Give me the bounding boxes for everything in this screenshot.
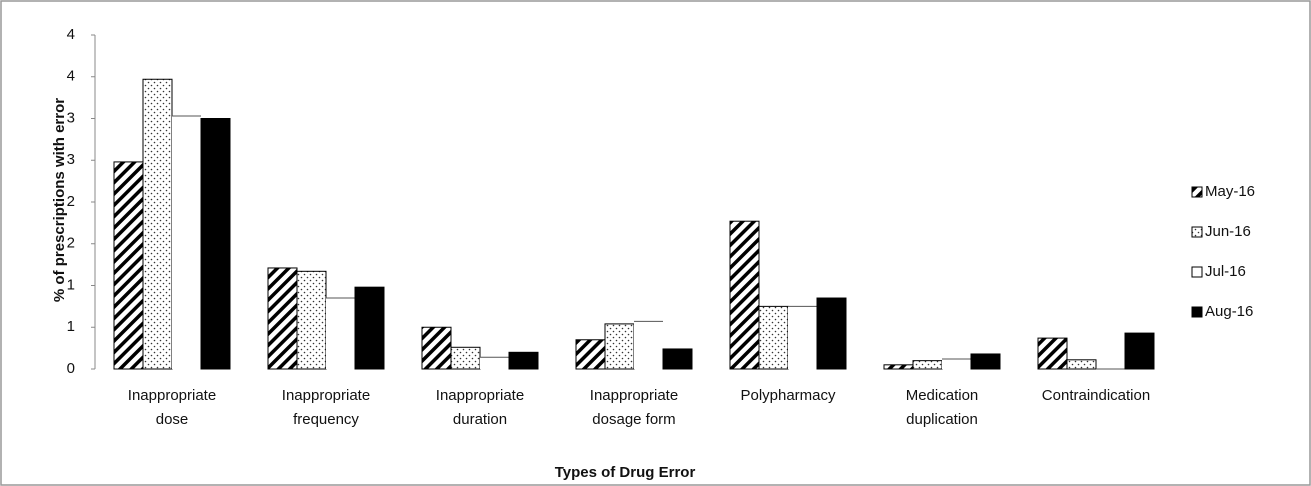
bar: [172, 115, 201, 370]
bar: [113, 161, 144, 370]
bar: [421, 326, 452, 370]
x-tick-label: dose: [156, 411, 189, 428]
y-tick-label: 4: [67, 26, 75, 43]
bar: [883, 364, 914, 370]
bar: [575, 339, 606, 370]
x-tick-label: duration: [453, 411, 507, 428]
x-tick-label: Contraindication: [1042, 387, 1150, 404]
x-tick-label: duplication: [906, 411, 978, 428]
x-tick-label: Medication: [906, 387, 979, 404]
bar: [604, 323, 635, 370]
legend-label: Jun-16: [1205, 223, 1251, 240]
x-tick-label: Inappropriate: [590, 387, 678, 404]
x-tick-label: frequency: [293, 411, 359, 428]
y-tick-label: 3: [67, 109, 75, 126]
bar: [662, 348, 693, 370]
legend-swatch: [1191, 306, 1203, 318]
bar: [326, 298, 355, 369]
x-tick-label: Polypharmacy: [740, 387, 836, 404]
x-tick-label: Inappropriate: [436, 387, 524, 404]
bar: [480, 357, 509, 369]
bar: [267, 267, 298, 370]
y-tick-label: 2: [67, 193, 75, 210]
x-tick-label: dosage form: [592, 411, 675, 428]
legend-swatch: [1191, 226, 1203, 238]
y-tick-label: 3: [67, 151, 75, 168]
bar: [354, 286, 385, 370]
legend-label: Aug-16: [1205, 303, 1253, 320]
bar: [1124, 332, 1155, 370]
bar: [758, 305, 789, 370]
legend-label: Jul-16: [1205, 263, 1246, 280]
bar: [788, 306, 817, 369]
bar: [200, 118, 231, 370]
y-axis-title: % of prescriptions with error: [51, 98, 68, 302]
y-tick-label: 0: [67, 360, 75, 377]
legend-label: May-16: [1205, 183, 1255, 200]
bar: [296, 270, 327, 370]
bar: [912, 360, 943, 370]
bar: [142, 78, 173, 370]
x-tick-label: Inappropriate: [128, 387, 216, 404]
bar: [816, 297, 847, 370]
legend-swatch: [1191, 266, 1203, 278]
bar: [508, 351, 539, 370]
y-tick-label: 4: [67, 68, 75, 85]
legend-swatch: [1191, 186, 1203, 198]
bar: [1066, 359, 1097, 370]
y-tick-label: 2: [67, 235, 75, 252]
y-tick-label: 1: [67, 276, 75, 293]
bar: [450, 346, 481, 370]
bar: [634, 321, 663, 369]
bar: [729, 220, 760, 370]
bar: [970, 353, 1001, 370]
y-tick-label: 1: [67, 318, 75, 335]
bar: [1037, 337, 1068, 370]
x-axis-title: Types of Drug Error: [555, 464, 696, 481]
x-tick-label: Inappropriate: [282, 387, 370, 404]
bar: [942, 358, 971, 369]
